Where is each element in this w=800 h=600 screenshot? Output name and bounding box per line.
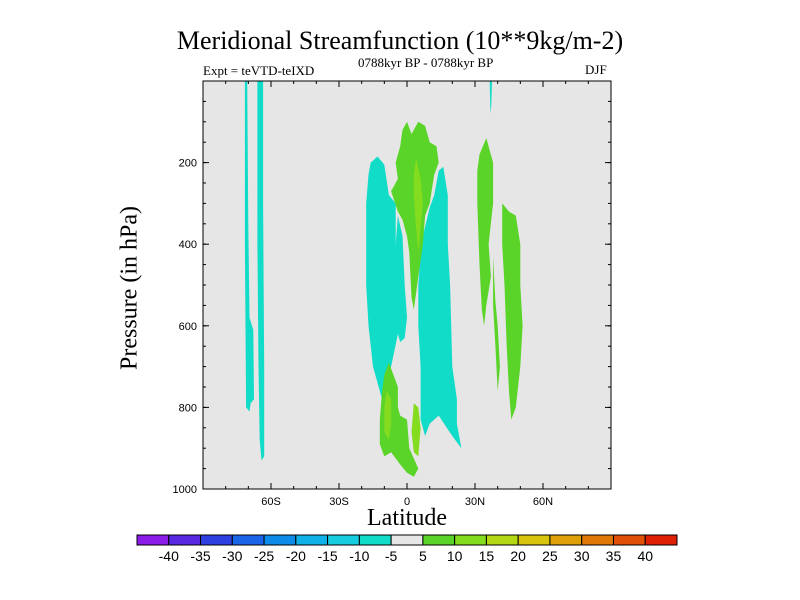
contour-region-lower-pos-cell <box>379 362 419 477</box>
contour-region-north-pos-cell <box>477 138 494 326</box>
colorbar-box <box>327 534 360 546</box>
contour-region-upper-pos-core <box>413 158 423 253</box>
y-tick-label: 400 <box>179 239 197 251</box>
colorbar-label: -40 <box>159 548 179 564</box>
contour-region-lower-pos-core-2 <box>411 403 421 457</box>
y-tick-label: 200 <box>179 158 197 170</box>
colorbar-label: 25 <box>542 548 558 564</box>
colorbar-box <box>549 534 583 546</box>
colorbar-label: 15 <box>479 548 495 564</box>
colorbar-box <box>168 534 202 546</box>
colorbar-box <box>263 534 297 546</box>
contour-region-equatorial-neg-center <box>393 215 407 343</box>
contour-region-southern-high-lat-band-2 <box>257 81 265 461</box>
colorbar-label: 30 <box>574 548 590 564</box>
colorbar-box <box>136 534 170 546</box>
colorbar-box <box>612 534 646 546</box>
x-tick-label: 30N <box>465 496 485 508</box>
y-tick-label: 800 <box>179 402 197 414</box>
colorbar-label: -15 <box>317 548 337 564</box>
colorbar-label: -20 <box>286 548 306 564</box>
colorbar-label: -10 <box>349 548 369 564</box>
x-tick-label: 60S <box>261 496 281 508</box>
contour-region-southern-high-lat-band <box>244 81 254 412</box>
contour-region-upper-pos-cell <box>391 121 439 310</box>
colorbar-box <box>485 534 519 546</box>
x-tick-label: 0 <box>404 496 410 508</box>
colorbar-label: -35 <box>190 548 210 564</box>
colorbar-box <box>390 534 424 546</box>
colorbar-label: 20 <box>510 548 526 564</box>
colorbar-box <box>581 534 614 546</box>
colorbar-box <box>295 534 329 546</box>
period-label: 0788kyr BP - 0788kyr BP <box>358 55 494 70</box>
colorbar-label: -5 <box>385 548 398 564</box>
y-tick-label: 600 <box>179 321 197 333</box>
colorbar-label: -30 <box>222 548 242 564</box>
colorbar-box <box>517 534 551 546</box>
contour-region-lower-pos-core <box>384 391 392 440</box>
colorbar-box <box>200 534 233 546</box>
contour-region-subtropical-neg-west-core <box>368 187 383 326</box>
contour-region-northern-neg-lower <box>418 166 462 449</box>
colorbar-box <box>454 534 487 546</box>
colorbar-box <box>358 534 392 546</box>
experiment-label: Expt = teVTD-teIXD <box>203 63 315 78</box>
colorbar-label: 35 <box>606 548 622 564</box>
contour-region-northern-neg-tip <box>489 81 492 114</box>
colorbar-box <box>231 534 265 546</box>
season-label: DJF <box>585 62 607 77</box>
y-tick-label: 1000 <box>173 484 197 496</box>
colorbar-box <box>644 534 678 546</box>
colorbar-label: -25 <box>254 548 274 564</box>
x-tick-label: 60N <box>533 496 553 508</box>
colorbar-label: 5 <box>419 548 427 564</box>
x-axis-label: Latitude <box>367 505 447 531</box>
chart-title: Meridional Streamfunction (10**9kg/m-2) <box>176 26 624 55</box>
x-tick-label: 30S <box>329 496 349 508</box>
contour-region-north-pos-cell-3 <box>502 203 523 420</box>
colorbar-box <box>422 534 456 546</box>
colorbar-label: 10 <box>447 548 463 564</box>
colorbar-label: 40 <box>637 548 653 564</box>
contour-region-north-pos-cell-2 <box>493 256 500 392</box>
